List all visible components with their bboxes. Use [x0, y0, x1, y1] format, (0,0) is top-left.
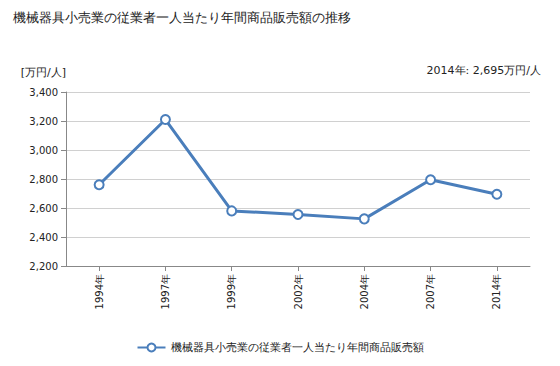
svg-text:機械器具小売業の従業者一人当たり年間商品販売額の推移: 機械器具小売業の従業者一人当たり年間商品販売額の推移 — [13, 10, 351, 25]
svg-text:3,200: 3,200 — [29, 116, 58, 127]
svg-text:2007年: 2007年 — [425, 274, 436, 309]
svg-text:1999年: 1999年 — [226, 274, 237, 309]
svg-text:3,000: 3,000 — [29, 145, 58, 156]
svg-text:2,200: 2,200 — [29, 261, 58, 272]
svg-text:2,400: 2,400 — [29, 232, 58, 243]
svg-text:3,400: 3,400 — [29, 87, 58, 98]
svg-text:1994年: 1994年 — [94, 274, 105, 309]
svg-text:1997年: 1997年 — [160, 274, 171, 309]
svg-text:2,600: 2,600 — [29, 203, 58, 214]
svg-text:[万円/人]: [万円/人] — [21, 66, 66, 79]
svg-text:2004年: 2004年 — [359, 274, 370, 309]
svg-text:2014年: 2,695万円/人: 2014年: 2,695万円/人 — [427, 64, 541, 77]
svg-text:2014年: 2014年 — [491, 274, 502, 309]
svg-text:2,800: 2,800 — [29, 174, 58, 185]
svg-text:2002年: 2002年 — [293, 274, 304, 309]
svg-text:機械器具小売業の従業者一人当たり年間商品販売額: 機械器具小売業の従業者一人当たり年間商品販売額 — [171, 341, 424, 354]
